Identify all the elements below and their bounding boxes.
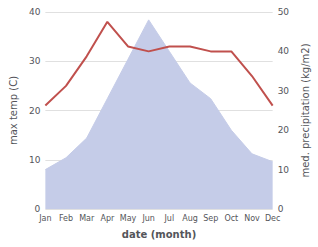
svg-text:Jan: Jan (38, 214, 51, 223)
svg-text:May: May (120, 214, 137, 223)
svg-text:Aug: Aug (182, 214, 198, 223)
svg-text:Mar: Mar (79, 214, 95, 223)
svg-text:date (month): date (month) (122, 229, 196, 240)
svg-text:30: 30 (278, 86, 290, 96)
svg-text:max temp (C): max temp (C) (8, 76, 19, 145)
svg-text:Jul: Jul (164, 214, 175, 223)
svg-text:10: 10 (29, 155, 41, 165)
svg-text:20: 20 (29, 106, 41, 116)
svg-text:Sep: Sep (203, 214, 218, 223)
svg-text:30: 30 (29, 56, 41, 66)
svg-text:40: 40 (278, 46, 290, 56)
svg-text:40: 40 (29, 7, 41, 17)
svg-text:Nov: Nov (244, 214, 260, 223)
svg-text:Apr: Apr (100, 214, 115, 223)
svg-text:Jun: Jun (141, 214, 155, 223)
svg-text:20: 20 (278, 125, 290, 135)
svg-text:Oct: Oct (224, 214, 238, 223)
svg-text:50: 50 (278, 7, 290, 17)
svg-text:Dec: Dec (265, 214, 280, 223)
svg-text:0: 0 (278, 204, 284, 214)
svg-text:Feb: Feb (59, 214, 73, 223)
svg-text:med. precipitation (kg/m2): med. precipitation (kg/m2) (300, 43, 311, 177)
svg-text:0: 0 (35, 204, 41, 214)
svg-text:10: 10 (278, 165, 290, 175)
